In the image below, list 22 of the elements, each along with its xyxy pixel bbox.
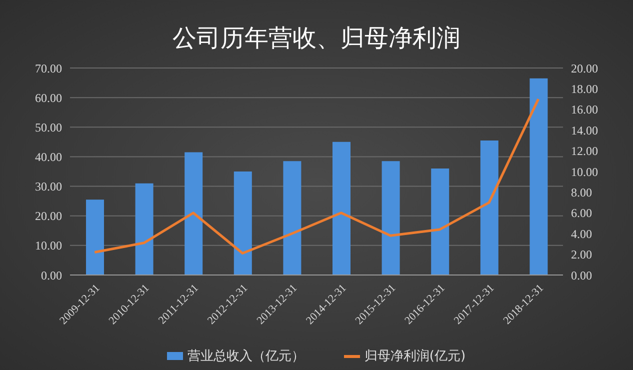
y2-tick-label: 6.00 [571, 206, 592, 220]
y2-tick-label: 16.00 [571, 102, 598, 117]
legend-label: 归母净利润(亿元) [364, 348, 466, 365]
y2-tick-label: 20.00 [571, 61, 598, 76]
y2-tick-label: 10.00 [571, 164, 598, 179]
y-tick-label: 50.00 [35, 120, 62, 134]
y2-tick-label: 2.00 [571, 248, 592, 262]
y-tick-label: 10.00 [35, 238, 62, 253]
y-tick-label: 20.00 [35, 209, 62, 224]
y2-tick-label: 8.00 [571, 185, 592, 200]
y-tick-label: 60.00 [35, 90, 62, 105]
y2-tick-label: 14.00 [571, 123, 598, 138]
y2-tick-label: 18.00 [571, 82, 598, 96]
y-tick-label: 40.00 [35, 150, 62, 164]
y-tick-label: 30.00 [35, 180, 62, 194]
y2-tick-label: 0.00 [571, 268, 592, 282]
y-tick-label: 70.00 [35, 61, 62, 76]
legend-label: 营业总收入（亿元） [187, 348, 304, 365]
y2-tick-label: 4.00 [571, 226, 592, 241]
y2-tick-label: 12.00 [571, 144, 598, 158]
chart-title: 公司历年营收、归母净利润 [172, 23, 462, 54]
y-tick-label: 0.00 [41, 268, 62, 282]
